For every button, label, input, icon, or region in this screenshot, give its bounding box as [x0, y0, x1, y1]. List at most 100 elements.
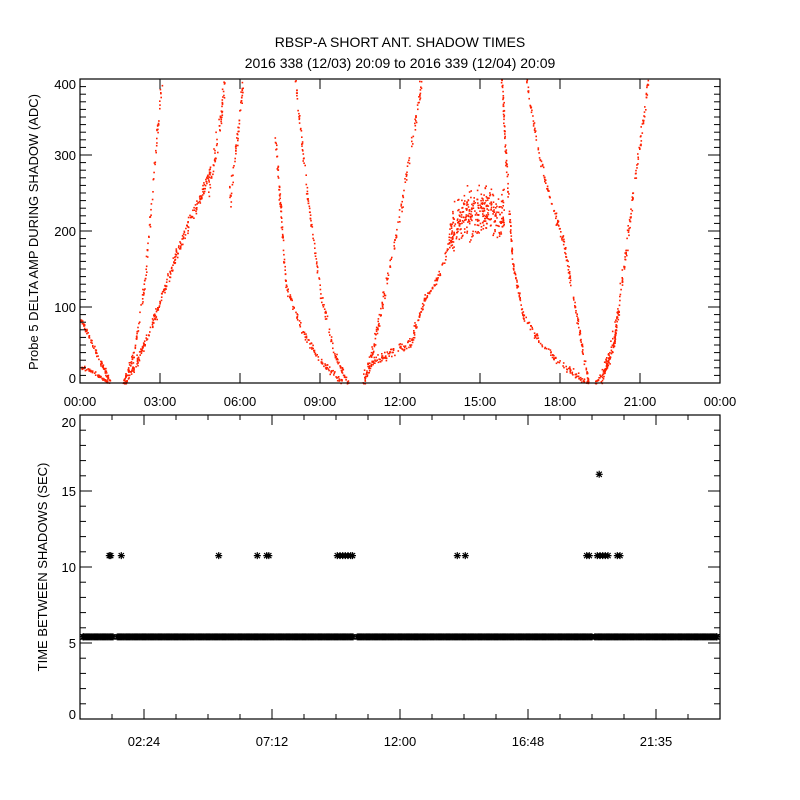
data-point: [428, 291, 431, 293]
data-point: [187, 226, 190, 229]
data-point: [142, 344, 145, 347]
data-point: [328, 369, 330, 372]
data-point: [464, 216, 467, 219]
data-point: [384, 294, 387, 297]
data-point: [566, 368, 568, 370]
data-point: [100, 360, 102, 363]
data-point: [94, 371, 97, 373]
data-point: [408, 159, 410, 162]
data-point: [488, 197, 490, 199]
data-point: [435, 283, 438, 286]
data-point: [389, 266, 392, 268]
data-point: [309, 343, 311, 345]
data-point: [222, 96, 224, 98]
data-point: [132, 366, 134, 368]
data-point: [213, 148, 215, 150]
data-point: [296, 98, 299, 100]
data-point: [320, 361, 323, 363]
data-point: [381, 301, 383, 304]
data-point: [324, 318, 327, 320]
interval-points: [79, 470, 721, 642]
data-point: [452, 235, 454, 238]
data-point: [85, 330, 88, 332]
data-point: [338, 361, 340, 364]
data-point: [539, 342, 542, 345]
data-point: [564, 248, 566, 250]
data-point: [621, 281, 624, 284]
data-point: [451, 244, 454, 246]
data-point: [508, 210, 511, 213]
data-point: [414, 122, 416, 125]
data-point: [576, 322, 578, 324]
data-point: [562, 362, 565, 364]
data-point: [498, 235, 501, 237]
data-point: [610, 340, 612, 342]
data-point: [177, 252, 179, 255]
data-point: [621, 277, 623, 279]
data-point: [101, 362, 103, 365]
data-point: [637, 156, 639, 159]
data-point: [342, 374, 345, 377]
data-point: [614, 331, 617, 333]
data-point: [507, 187, 509, 189]
data-point: [392, 351, 394, 354]
data-point: [375, 360, 377, 362]
data-point: [612, 346, 615, 349]
data-point: [215, 144, 218, 147]
data-point: [461, 235, 464, 238]
data-point: [137, 362, 139, 364]
data-point: [134, 344, 137, 347]
data-point: [90, 369, 92, 372]
data-point: [569, 279, 572, 282]
data-point: [333, 372, 336, 374]
data-point: [544, 346, 547, 349]
series-rise-lower-5: [594, 310, 621, 385]
data-point: [583, 381, 586, 383]
data-point: [555, 212, 557, 215]
data-point: [208, 173, 211, 175]
data-point: [615, 332, 617, 335]
data-point: [221, 105, 223, 108]
series-rise-slow-1: [122, 171, 212, 385]
data-point: [513, 269, 515, 271]
data-point: [322, 306, 325, 308]
data-point: [471, 214, 473, 217]
data-point: [199, 200, 201, 203]
data-point: [544, 178, 546, 181]
data-point: [437, 274, 440, 276]
data-point: [302, 153, 305, 155]
data-point: [482, 215, 485, 217]
data-point: [468, 191, 471, 193]
data-point: [579, 379, 582, 381]
data-point: [569, 368, 571, 370]
data-point: [531, 109, 533, 112]
data-point: [555, 357, 557, 359]
data-point: [542, 174, 545, 177]
data-point: [501, 225, 504, 228]
data-point: [521, 312, 524, 314]
data-point: [370, 351, 373, 354]
data-point: [637, 163, 639, 165]
data-point: [341, 371, 343, 373]
interval-panel: TIME BETWEEN SHADOWS (SEC) 0510152002:24…: [35, 414, 721, 749]
data-point: [464, 218, 467, 221]
data-point: [549, 349, 552, 351]
data-point: [201, 188, 204, 190]
data-point: [214, 158, 216, 160]
data-point: [399, 221, 401, 223]
data-point: [471, 207, 473, 210]
data-point: [132, 368, 135, 370]
data-point: [453, 225, 456, 227]
data-point: [497, 211, 500, 214]
data-point: [199, 202, 202, 204]
data-point: [275, 142, 277, 145]
data-point: [504, 135, 506, 138]
series-descent-b-4: [526, 79, 590, 384]
data-point: [490, 188, 493, 191]
data-point: [377, 361, 380, 364]
data-point: [452, 241, 455, 243]
data-point: [346, 381, 349, 383]
data-point: [420, 87, 423, 90]
data-point: [481, 203, 484, 205]
data-point: [492, 210, 494, 212]
